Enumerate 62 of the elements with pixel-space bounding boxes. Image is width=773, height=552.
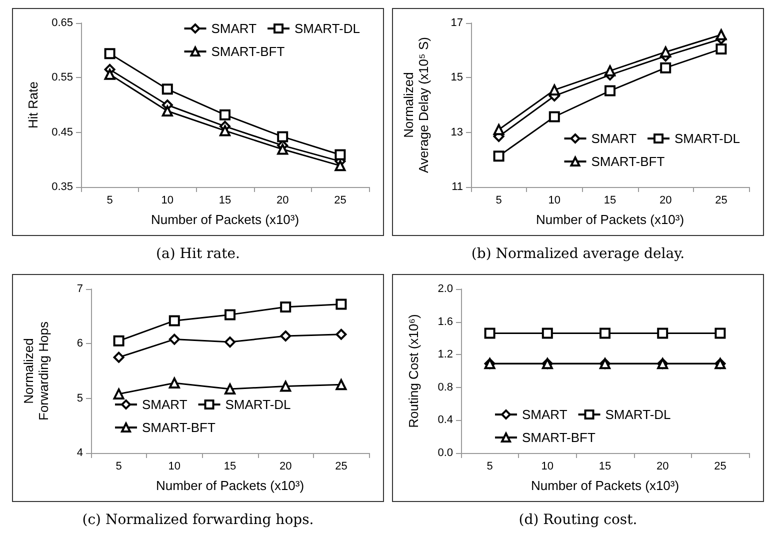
x-tick-label: 5 (116, 460, 122, 472)
y-tick-label: 0.65 (52, 17, 73, 29)
y-tick-label: 0.8 (438, 381, 453, 394)
legend-label: SMART-DL (674, 131, 740, 146)
x-tick-label: 5 (496, 194, 502, 206)
x-tick-label: 15 (604, 194, 616, 206)
x-tick-label: 20 (659, 194, 672, 206)
y-tick-label: 0.35 (52, 181, 73, 193)
legend-label: SMART-BFT (522, 430, 596, 445)
y-tick-label: 0.45 (52, 126, 73, 138)
text: (d) Routing cost. (518, 512, 638, 528)
x-tick-label: 10 (161, 194, 174, 206)
y-tick-label: 6 (76, 338, 83, 350)
y-tick-label: 5 (76, 392, 83, 404)
legend-label: SMART-DL (294, 21, 360, 36)
y-tick-label: 0.55 (52, 72, 73, 84)
legend-label: SMART (591, 131, 637, 146)
legend-label: SMART (142, 397, 188, 412)
y-axis-title: Hit Rate (26, 82, 41, 128)
x-tick-label: 5 (486, 460, 493, 472)
x-tick-label: 25 (714, 460, 726, 472)
x-tick-label: 20 (276, 194, 289, 206)
y-tick-label: 11 (452, 181, 463, 193)
y-tick-label: 7 (76, 283, 83, 295)
y-tick-label: 17 (450, 17, 463, 29)
x-axis-title: Number of Packets (x10³) (150, 212, 300, 227)
y-tick-label: 0.0 (438, 447, 453, 459)
x-axis-title: Number of Packets (x10³) (530, 478, 680, 493)
x-axis-title: Number of Packets (x10³) (536, 212, 684, 227)
y-axis-title: Normalized Forwarding Hops (21, 321, 51, 420)
x-tick-label: 15 (218, 194, 232, 206)
y-tick-label: 1.6 (438, 316, 453, 328)
x-tick-label: 10 (168, 460, 181, 472)
legend-label: SMART-BFT (591, 154, 665, 169)
y-tick-label: 4 (76, 447, 83, 459)
legend-label: SMART-DL (225, 397, 291, 412)
x-tick-label: 25 (335, 460, 348, 472)
legend-label: SMART-BFT (142, 420, 216, 435)
legend-label: SMART (211, 21, 257, 36)
x-tick-label: 20 (279, 460, 292, 472)
x-tick-label: 25 (334, 194, 346, 206)
x-tick-label: 20 (656, 460, 669, 472)
legend-label: SMART-DL (605, 407, 671, 422)
x-tick-label: 15 (224, 460, 236, 472)
legend-label: SMART (522, 407, 568, 422)
y-axis-title: Routing Cost (x10⁶) (406, 314, 421, 428)
x-tick-label: 15 (598, 460, 612, 472)
y-tick-label: 15 (450, 72, 463, 84)
x-axis-title: Number of Packets (x10³) (156, 478, 304, 493)
y-tick-label: 13 (450, 126, 463, 138)
legend-label: SMART-BFT (211, 44, 285, 59)
x-tick-label: 10 (541, 460, 554, 472)
text: (c) Normalized forwarding hops. (81, 512, 315, 528)
x-tick-label: 25 (715, 194, 728, 206)
y-tick-label: 1.2 (438, 348, 453, 361)
text: (a) Hit rate. (155, 246, 241, 262)
y-tick-label: 2.0 (438, 283, 453, 295)
y-tick-label: 0.4 (438, 414, 453, 426)
text: (b) Normalized average delay. (470, 246, 686, 262)
x-tick-label: 10 (548, 194, 561, 206)
x-tick-label: 5 (106, 194, 113, 206)
y-axis-title: Normalized Average Delay (x10⁵ S) (401, 37, 431, 173)
